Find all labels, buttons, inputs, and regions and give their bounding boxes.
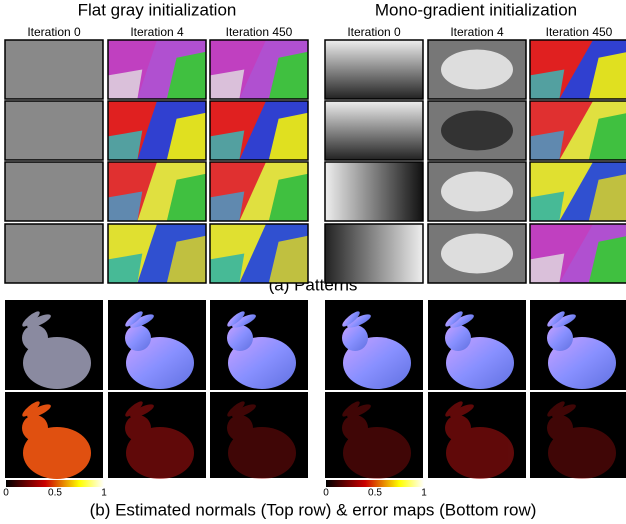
pattern-gray [5, 40, 103, 99]
bunny-head [227, 325, 253, 351]
colorbar-tick: 0 [3, 488, 9, 499]
pattern-blob [441, 50, 513, 90]
bunny-head [342, 415, 368, 441]
bunny-head [22, 325, 48, 351]
colorbar [6, 480, 104, 487]
pattern-gray [5, 224, 103, 283]
column-header: Iteration 4 [130, 25, 184, 39]
column-header: Iteration 0 [347, 25, 401, 39]
bunny-head [445, 415, 471, 441]
colorbar-tick: 1 [101, 488, 107, 499]
bunny-head [125, 325, 151, 351]
pattern-blob [441, 234, 513, 274]
pattern-gradient [325, 224, 423, 283]
pattern-gradient [325, 40, 423, 99]
colorbar-tick: 0 [323, 488, 329, 499]
column-header: Iteration 4 [450, 25, 504, 39]
colorbar [326, 480, 424, 487]
column-header: Iteration 450 [226, 25, 293, 39]
figure: Flat gray initialization Mono-gradient i… [0, 0, 626, 524]
bunny-head [547, 415, 573, 441]
pattern-blob [441, 111, 513, 151]
pattern-gray [5, 101, 103, 160]
left-title: Flat gray initialization [78, 0, 237, 19]
bunny-head [125, 415, 151, 441]
pattern-gradient [325, 162, 423, 221]
colorbar-tick: 0.5 [368, 488, 382, 499]
pattern-gray [5, 162, 103, 221]
right-title: Mono-gradient initialization [375, 0, 577, 19]
bunny-head [445, 325, 471, 351]
bunny-head [342, 325, 368, 351]
column-header: Iteration 0 [27, 25, 81, 39]
bunny-head [227, 415, 253, 441]
pattern-blob [441, 172, 513, 212]
pattern-gradient [325, 101, 423, 160]
bunny-head [22, 415, 48, 441]
caption-b: (b) Estimated normals (Top row) & error … [90, 500, 537, 519]
colorbar-tick: 1 [421, 488, 427, 499]
column-header: Iteration 450 [546, 25, 613, 39]
colorbar-tick: 0.5 [48, 488, 62, 499]
bunny-head [547, 325, 573, 351]
